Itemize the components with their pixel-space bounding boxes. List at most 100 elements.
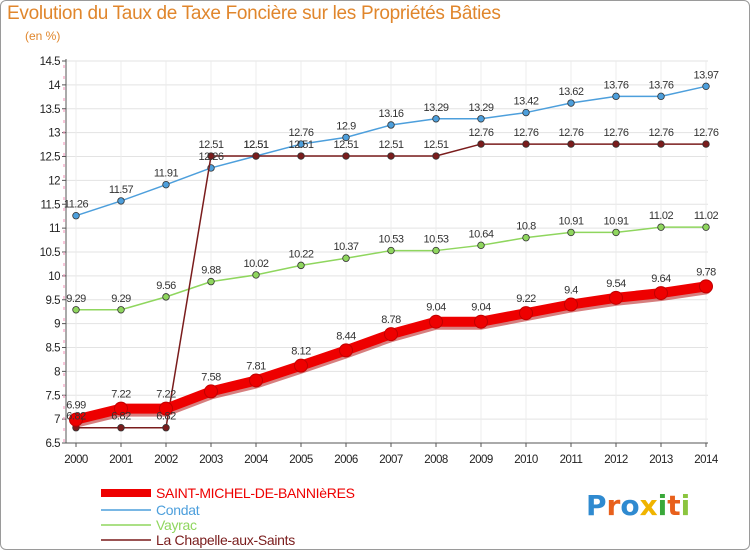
data-point (342, 133, 350, 142)
data-label: 10.8 (516, 221, 536, 233)
data-point (69, 412, 83, 427)
data-point (477, 241, 485, 250)
data-point (522, 140, 530, 148)
legend-label: SAINT-MICHEL-DE-BANNIèRES (156, 485, 355, 501)
data-point (114, 401, 128, 416)
data-label: 12.51 (243, 139, 268, 151)
data-point (387, 152, 395, 160)
y-tick-label: 12.5 (40, 152, 60, 164)
data-label: 6.82 (156, 411, 176, 423)
logo-letter: P (586, 489, 607, 522)
x-tick-label: 2005 (289, 454, 313, 466)
data-label: 13.29 (468, 102, 493, 114)
data-label: 12.76 (468, 127, 493, 139)
data-point (612, 92, 620, 101)
data-label: 9.78 (696, 266, 716, 278)
logo-letter: i (680, 489, 691, 522)
legend-label: Condat (156, 502, 200, 518)
data-label: 10.02 (243, 258, 268, 270)
x-tick-label: 2008 (424, 454, 448, 466)
data-labels: 11.2611.5711.9112.2612.5112.7612.913.161… (64, 69, 720, 423)
data-label: 6.99 (66, 400, 86, 412)
legend-label: La Chapelle-aux-Saints (156, 532, 295, 548)
y-tick-label: 13.5 (40, 104, 60, 116)
data-label: 12.26 (198, 151, 223, 163)
data-label: 9.04 (426, 302, 446, 314)
data-point (474, 314, 488, 329)
data-point (117, 424, 125, 432)
x-tick-label: 2006 (334, 454, 358, 466)
data-point (72, 306, 80, 314)
data-point (477, 115, 485, 123)
data-point (699, 279, 713, 294)
data-point (522, 233, 530, 242)
chart-title: Evolution du Taux de Taxe Foncière sur l… (7, 3, 501, 24)
data-label: 12.76 (513, 127, 538, 139)
data-label: 12.76 (648, 127, 673, 139)
data-point (654, 286, 668, 301)
x-tick-label: 2004 (244, 454, 269, 466)
data-point (384, 327, 398, 342)
x-tick-label: 2011 (560, 454, 583, 466)
logo-letter: o (620, 489, 640, 522)
data-label: 8.12 (291, 346, 311, 358)
data-point (249, 373, 263, 388)
data-label: 12.76 (603, 127, 628, 139)
data-point (702, 140, 710, 148)
data-point (657, 92, 665, 101)
data-label: 12.51 (378, 139, 403, 151)
logo-letter: r (606, 489, 621, 522)
data-point (612, 228, 620, 237)
data-point (252, 271, 260, 279)
data-label: 10.91 (603, 215, 628, 227)
data-point (477, 140, 485, 148)
data-label: 12.76 (693, 127, 718, 139)
y-tick-label: 6.5 (46, 438, 61, 450)
data-point (207, 277, 215, 286)
data-label: 12.51 (198, 139, 223, 151)
data-point (564, 297, 578, 312)
x-tick-label: 2009 (469, 454, 493, 466)
y-tick-label: 11.5 (40, 199, 60, 211)
data-label: 7.81 (246, 360, 266, 372)
proxiti-logo: Proxiti (586, 489, 690, 522)
y-tick-label: 11 (49, 223, 60, 235)
data-label: 10.64 (468, 228, 493, 240)
data-point (609, 290, 623, 305)
data-label: 10.53 (378, 234, 403, 246)
data-label: 13.76 (603, 79, 628, 91)
data-point (519, 306, 533, 321)
data-label: 7.22 (111, 389, 131, 401)
data-point (702, 223, 710, 231)
y-tick-label: 13 (48, 128, 60, 140)
x-tick-label: 2010 (514, 454, 538, 466)
data-label: 13.97 (693, 69, 718, 81)
data-label: 12.51 (243, 139, 268, 151)
data-point (522, 108, 530, 117)
x-tick-label: 2013 (649, 454, 673, 466)
logo-letter: t (667, 489, 681, 522)
y-tick-label: 12 (48, 175, 60, 187)
y-tick-label: 9.5 (46, 295, 61, 307)
data-point (159, 401, 173, 416)
x-tick-label: 2014 (694, 454, 719, 466)
data-point (204, 384, 218, 399)
data-label: 11.91 (154, 168, 179, 180)
data-label: 7.58 (201, 371, 221, 383)
data-point (387, 246, 395, 255)
y-tick-label: 10 (48, 271, 60, 283)
x-tick-label: 2002 (154, 454, 178, 466)
data-label: 6.82 (66, 411, 86, 423)
data-point (297, 140, 305, 148)
y-tick-label: 7.5 (46, 390, 61, 402)
data-label: 11.26 (64, 199, 89, 211)
data-label: 12.76 (288, 127, 313, 139)
data-point (294, 358, 308, 373)
data-label: 10.22 (288, 248, 313, 260)
data-point (339, 343, 353, 358)
data-point (567, 228, 575, 237)
data-label: 13.29 (423, 102, 448, 114)
data-point (72, 212, 80, 220)
data-label: 12.51 (423, 139, 448, 151)
